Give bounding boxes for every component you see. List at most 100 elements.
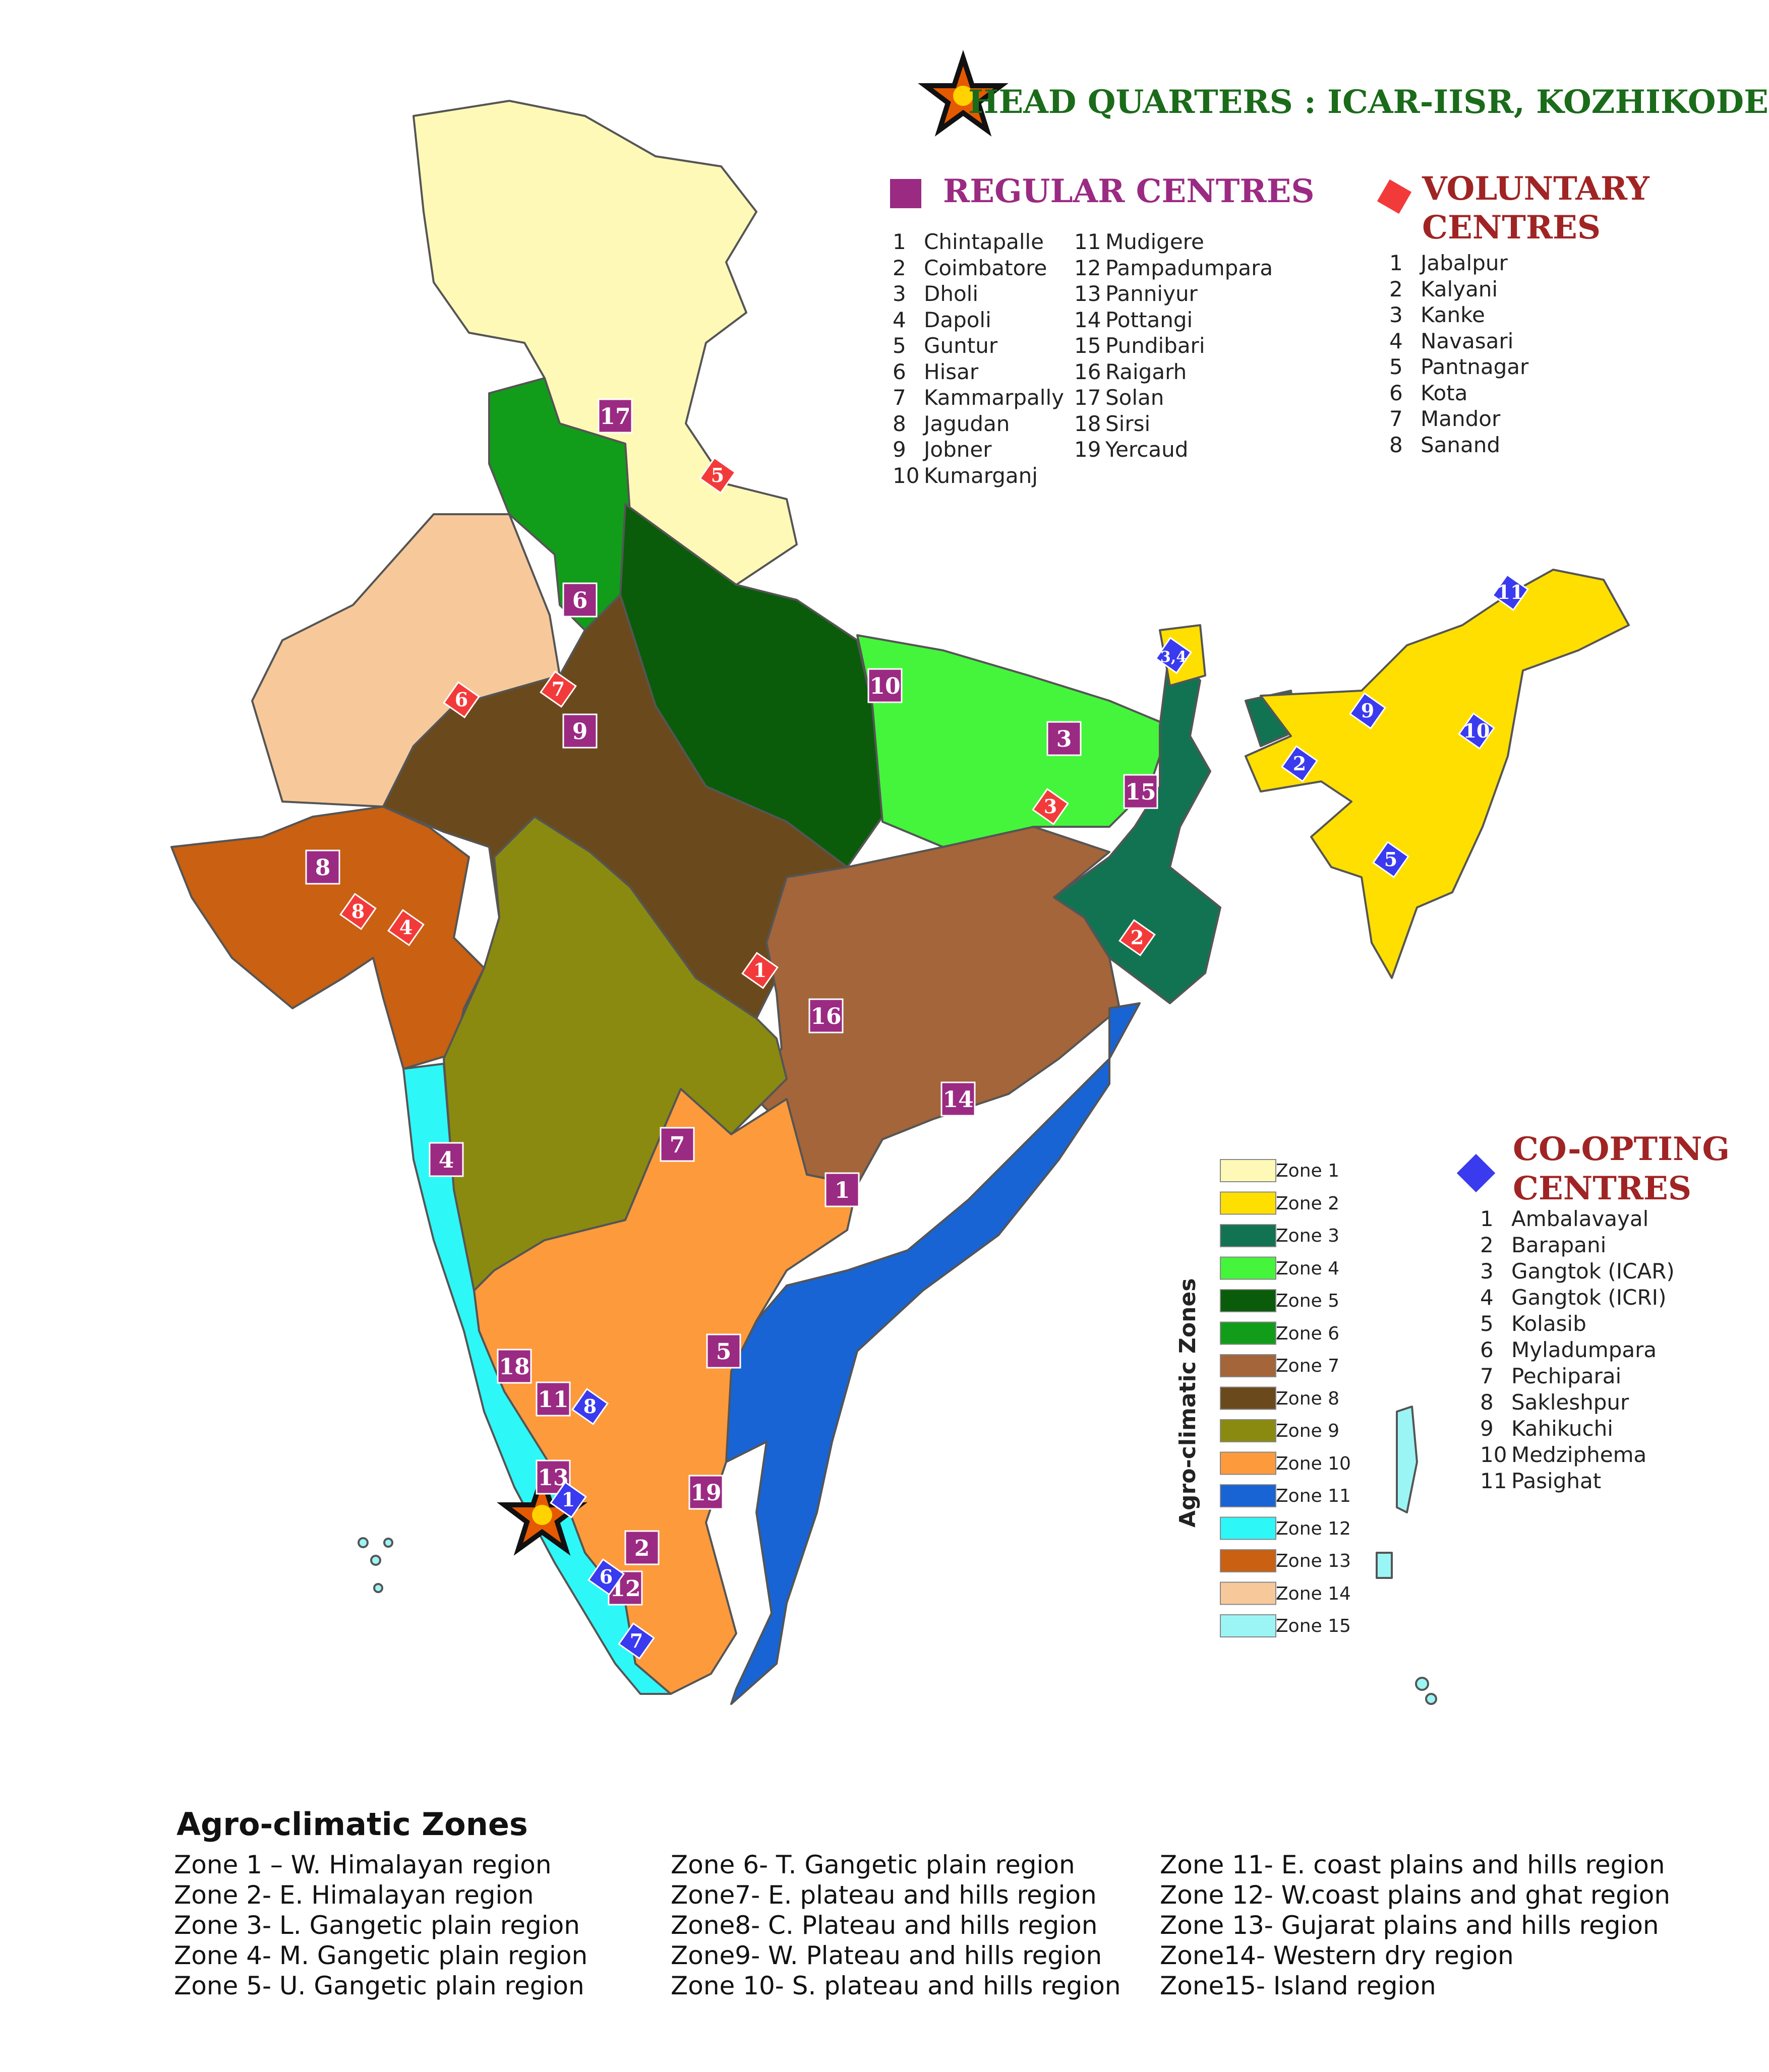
regular-centres-title: REGULAR CENTRES — [943, 172, 1315, 210]
item-name: Kammarpally — [924, 385, 1064, 410]
zone-1-region — [412, 100, 798, 586]
item-name: Kahikuchi — [1511, 1416, 1613, 1441]
item-number: 15 — [1074, 333, 1101, 358]
coopting-centre-marker — [1155, 637, 1192, 674]
item-number: 16 — [1074, 359, 1101, 384]
regular-centre-marker-label: 10 — [869, 674, 900, 699]
item-name: Kalyani — [1421, 276, 1498, 301]
coopting-centre-marker — [1372, 841, 1409, 878]
item-number: 8 — [1389, 432, 1403, 457]
coopting-centre-marker — [550, 1481, 587, 1518]
regular-item: 14 Pottangi — [1074, 308, 1193, 332]
coopting-centre-icon — [1456, 1153, 1496, 1193]
regular-item: 9 Jobner — [893, 437, 991, 462]
legend-label: Zone 5 — [1276, 1291, 1339, 1311]
legend-label: Zone 6 — [1276, 1323, 1339, 1344]
regular-centre-marker — [562, 713, 598, 749]
item-number: 6 — [1389, 380, 1403, 405]
item-name: Chintapalle — [924, 229, 1044, 254]
zone-15-lakshadweep — [370, 1555, 381, 1566]
legend-swatch — [1220, 1516, 1276, 1540]
coopting-centre-marker-label: 10 — [1463, 719, 1490, 742]
regular-centre-icon — [890, 179, 921, 208]
legend-swatch — [1220, 1451, 1276, 1475]
legend-swatch — [1220, 1354, 1276, 1377]
zone-15-lakshadweep — [358, 1537, 369, 1548]
item-name: Kumarganj — [924, 463, 1038, 488]
item-number: 10 — [1480, 1442, 1507, 1467]
regular-centre-marker-label: 8 — [315, 855, 331, 881]
coopting-item: 8 Sakleshpur — [1480, 1390, 1629, 1415]
item-number: 5 — [1389, 354, 1403, 379]
item-number: 7 — [1389, 406, 1403, 431]
regular-centre-marker — [824, 1172, 860, 1207]
regular-centre-marker-label: 15 — [1125, 779, 1156, 805]
item-name: Ambalavayal — [1511, 1206, 1649, 1231]
coopting-centres-title-2: CENTRES — [1513, 1170, 1692, 1207]
regular-item: 16 Raigarh — [1074, 359, 1187, 384]
legend-swatch — [1220, 1581, 1276, 1605]
zone-description: Zone 4- M. Gangetic plain region — [174, 1941, 588, 1970]
item-name: Navasari — [1421, 328, 1514, 353]
regular-item: 6 Hisar — [893, 359, 978, 384]
regular-centre-marker-label: 19 — [690, 1480, 721, 1506]
item-name: Pottangi — [1105, 307, 1193, 332]
regular-centre-marker — [706, 1333, 741, 1369]
regular-centre-marker-label: 4 — [439, 1147, 454, 1173]
item-name: Sanand — [1421, 432, 1501, 457]
coopting-centre-marker-label: 8 — [583, 1395, 597, 1418]
regular-centre-marker — [429, 1142, 464, 1177]
coopting-item: 5 Kolasib — [1480, 1311, 1586, 1336]
item-number: 1 — [893, 229, 906, 254]
coopting-centre-marker — [571, 1388, 609, 1425]
item-name: Dapoli — [924, 307, 991, 332]
item-number: 7 — [1480, 1364, 1494, 1388]
legend-label: Zone 7 — [1276, 1356, 1339, 1376]
item-name: Coimbatore — [924, 255, 1047, 280]
item-number: 9 — [1480, 1416, 1494, 1441]
item-number: 6 — [893, 359, 906, 384]
zone-descriptions-title: Agro-climatic Zones — [176, 1806, 528, 1843]
regular-centre-marker — [660, 1127, 695, 1162]
legend-label: Zone 12 — [1276, 1518, 1351, 1539]
coopting-item: 7 Pechiparai — [1480, 1364, 1621, 1388]
voluntary-item: 5 Pantnagar — [1389, 354, 1528, 379]
voluntary-centre-marker — [1032, 788, 1069, 825]
coopting-centre-marker — [1492, 574, 1529, 611]
regular-centre-marker-label: 18 — [499, 1354, 529, 1380]
regular-item: 15 Pundibari — [1074, 333, 1205, 358]
regular-item: 3 Dholi — [893, 281, 978, 306]
voluntary-centre-marker — [699, 457, 736, 494]
zone-3-region — [1053, 644, 1221, 1004]
coopting-centre-marker-label: 5 — [1384, 848, 1397, 871]
legend-swatch — [1220, 1484, 1276, 1507]
item-name: Yercaud — [1105, 437, 1189, 462]
item-number: 11 — [1480, 1469, 1507, 1493]
zone-4-region — [856, 634, 1171, 848]
regular-centre-marker — [688, 1475, 724, 1510]
item-name: Pechiparai — [1511, 1364, 1622, 1388]
coopting-centre-marker-label: 1 — [562, 1488, 575, 1511]
zone-description: Zone 3- L. Gangetic plain region — [174, 1911, 580, 1940]
zone-legend-swatches — [1220, 1159, 1276, 1637]
zone-15-andaman — [1396, 1406, 1418, 1513]
zone-description: Zone 13- Gujarat plains and hills region — [1160, 1911, 1659, 1940]
voluntary-centre-marker — [443, 681, 480, 718]
regular-item: 18 Sirsi — [1074, 411, 1150, 436]
item-name: Gangtok (ICRI) — [1511, 1285, 1667, 1310]
legend-label: Zone 14 — [1276, 1583, 1351, 1604]
zone-15-nicobar — [1376, 1552, 1393, 1579]
legend-label: Zone 13 — [1276, 1551, 1351, 1571]
item-number: 2 — [893, 255, 906, 280]
item-number: 1 — [1389, 251, 1403, 275]
item-name: Pampadumpara — [1105, 255, 1273, 280]
item-name: Barapani — [1511, 1233, 1607, 1257]
legend-label: Zone 8 — [1276, 1388, 1339, 1409]
regular-centre-marker — [808, 998, 844, 1033]
zone-description: Zone14- Western dry region — [1160, 1941, 1514, 1970]
legend-label: Zone 2 — [1276, 1193, 1339, 1214]
item-number: 3 — [1480, 1259, 1494, 1284]
regular-item: 10 Kumarganj — [893, 463, 1038, 488]
